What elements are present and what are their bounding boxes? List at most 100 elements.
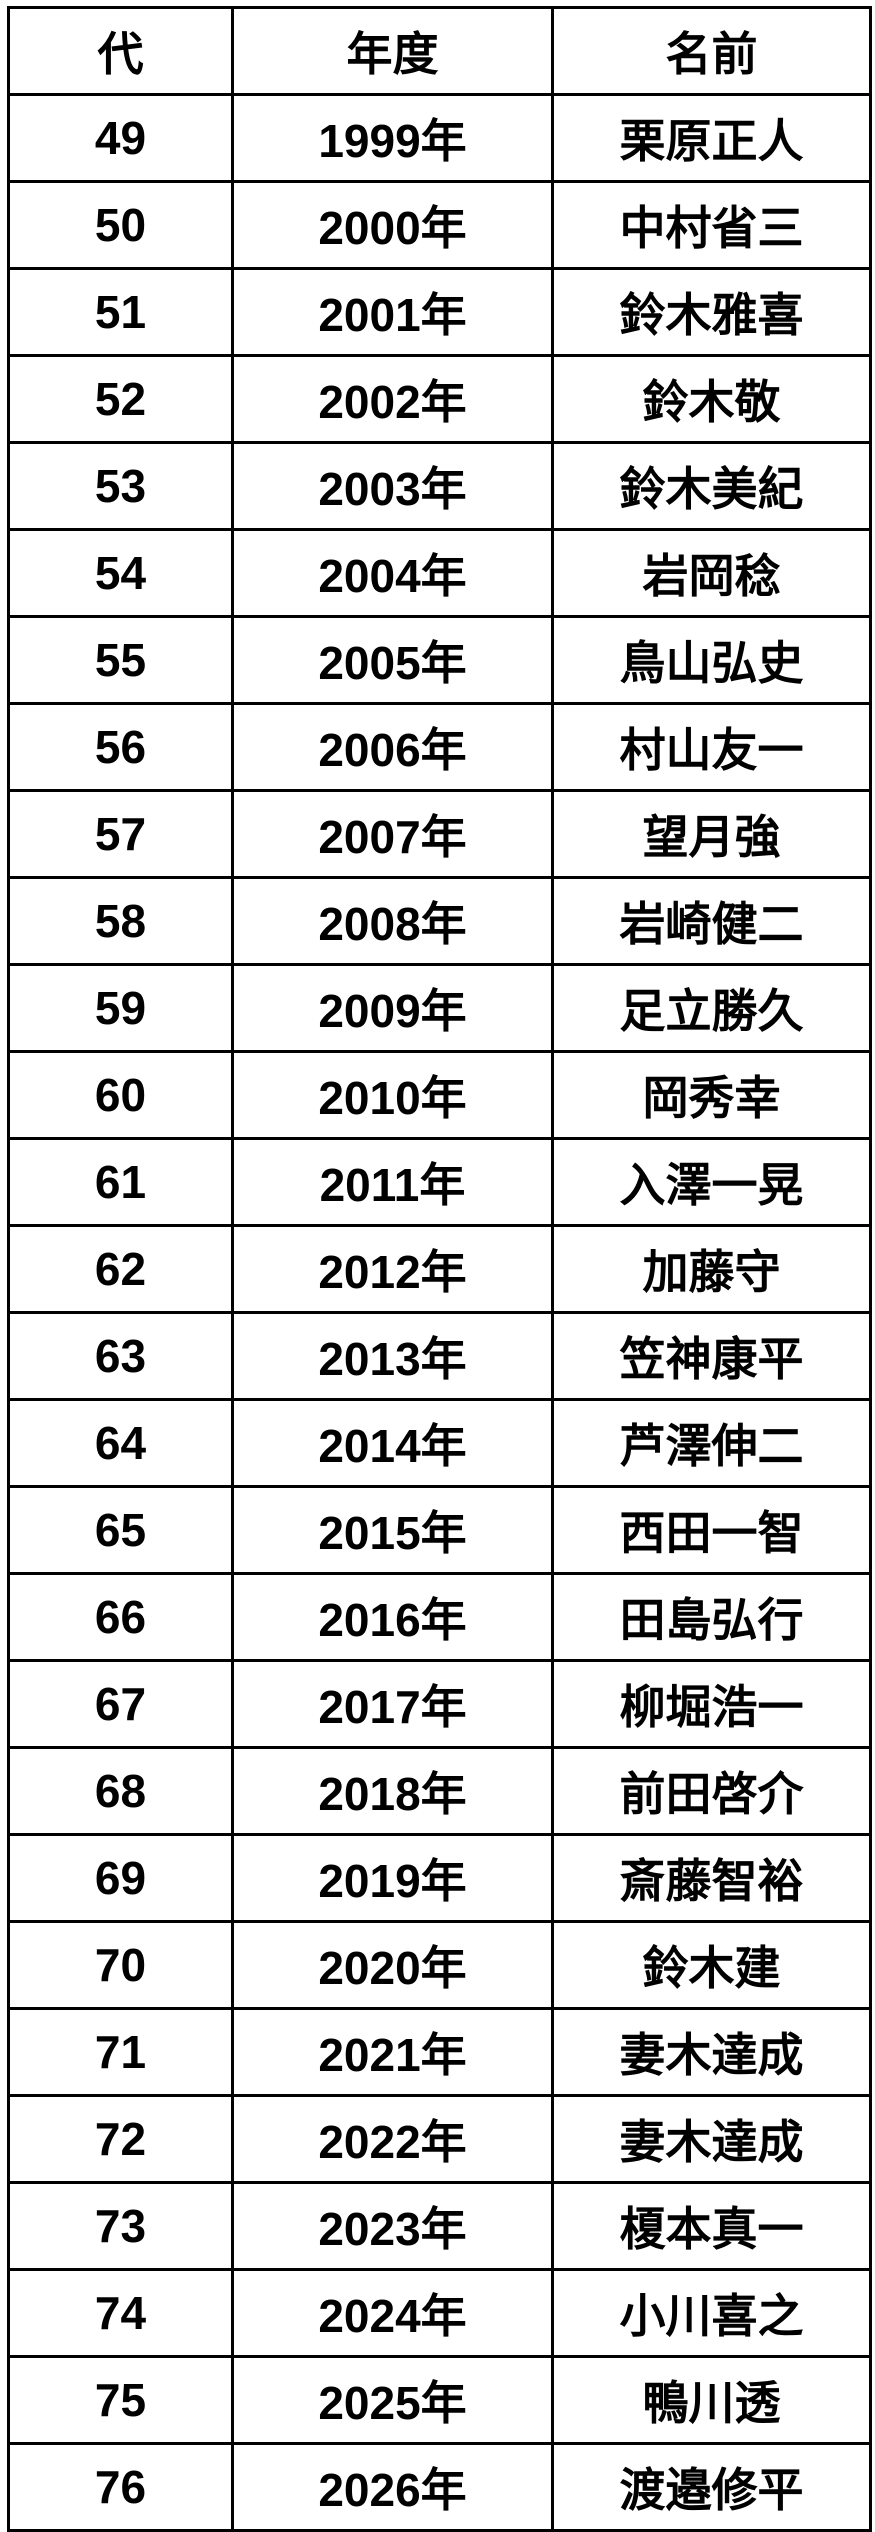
table-row: 71 2021年 妻木達成 <box>7 2007 872 2097</box>
table-row: 68 2018年 前田啓介 <box>7 1746 872 1836</box>
generation-cell: 66 <box>7 1572 234 1662</box>
year-cell: 2009年 <box>231 963 554 1053</box>
generation-cell: 59 <box>7 963 234 1053</box>
name-cell: 鴨川透 <box>551 2355 872 2445</box>
table-row: 72 2022年 妻木達成 <box>7 2094 872 2184</box>
year-cell: 2016年 <box>231 1572 554 1662</box>
name-cell: 笠神康平 <box>551 1311 872 1401</box>
year-cell: 2002年 <box>231 354 554 444</box>
generation-cell: 60 <box>7 1050 234 1140</box>
name-cell: 村山友一 <box>551 702 872 792</box>
table-row: 51 2001年 鈴木雅喜 <box>7 267 872 357</box>
name-cell: 鈴木雅喜 <box>551 267 872 357</box>
header-row: 代 年度 名前 <box>7 6 872 96</box>
table-row: 67 2017年 柳堀浩一 <box>7 1659 872 1749</box>
name-cell: 西田一智 <box>551 1485 872 1575</box>
generation-cell: 52 <box>7 354 234 444</box>
table-row: 59 2009年 足立勝久 <box>7 963 872 1053</box>
name-cell: 加藤守 <box>551 1224 872 1314</box>
generation-cell: 69 <box>7 1833 234 1923</box>
name-cell: 岩崎健二 <box>551 876 872 966</box>
roster-table: 代 年度 名前 49 1999年 栗原正人 50 2000年 中村省三 51 2001年 鈴木雅… <box>7 6 872 2532</box>
year-cell: 2000年 <box>231 180 554 270</box>
year-cell: 2014年 <box>231 1398 554 1488</box>
name-cell: 前田啓介 <box>551 1746 872 1836</box>
generation-cell: 74 <box>7 2268 234 2358</box>
generation-cell: 58 <box>7 876 234 966</box>
generation-cell: 71 <box>7 2007 234 2097</box>
name-cell: 鈴木敬 <box>551 354 872 444</box>
table-row: 76 2026年 渡邉修平 <box>7 2442 872 2532</box>
table-row: 74 2024年 小川喜之 <box>7 2268 872 2358</box>
year-cell: 2008年 <box>231 876 554 966</box>
year-cell: 2017年 <box>231 1659 554 1749</box>
year-cell: 2018年 <box>231 1746 554 1836</box>
year-cell: 2023年 <box>231 2181 554 2271</box>
header-year: 年度 <box>231 6 554 96</box>
name-cell: 小川喜之 <box>551 2268 872 2358</box>
name-cell: 中村省三 <box>551 180 872 270</box>
name-cell: 榎本真一 <box>551 2181 872 2271</box>
name-cell: 岩岡稔 <box>551 528 872 618</box>
name-cell: 妻木達成 <box>551 2007 872 2097</box>
name-cell: 鈴木美紀 <box>551 441 872 531</box>
generation-cell: 72 <box>7 2094 234 2184</box>
generation-cell: 61 <box>7 1137 234 1227</box>
table-row: 50 2000年 中村省三 <box>7 180 872 270</box>
year-cell: 2001年 <box>231 267 554 357</box>
table-row: 65 2015年 西田一智 <box>7 1485 872 1575</box>
generation-cell: 64 <box>7 1398 234 1488</box>
year-cell: 2015年 <box>231 1485 554 1575</box>
table-row: 49 1999年 栗原正人 <box>7 93 872 183</box>
name-cell: 芦澤伸二 <box>551 1398 872 1488</box>
name-cell: 望月強 <box>551 789 872 879</box>
table-row: 69 2019年 斎藤智裕 <box>7 1833 872 1923</box>
name-cell: 斎藤智裕 <box>551 1833 872 1923</box>
table-row: 75 2025年 鴨川透 <box>7 2355 872 2445</box>
table-row: 57 2007年 望月強 <box>7 789 872 879</box>
name-cell: 栗原正人 <box>551 93 872 183</box>
name-cell: 柳堀浩一 <box>551 1659 872 1749</box>
year-cell: 2026年 <box>231 2442 554 2532</box>
table-row: 63 2013年 笠神康平 <box>7 1311 872 1401</box>
generation-cell: 53 <box>7 441 234 531</box>
name-cell: 渡邉修平 <box>551 2442 872 2532</box>
generation-cell: 70 <box>7 1920 234 2010</box>
year-cell: 2007年 <box>231 789 554 879</box>
name-cell: 足立勝久 <box>551 963 872 1053</box>
year-cell: 2019年 <box>231 1833 554 1923</box>
generation-cell: 56 <box>7 702 234 792</box>
generation-cell: 76 <box>7 2442 234 2532</box>
generation-cell: 51 <box>7 267 234 357</box>
year-cell: 2022年 <box>231 2094 554 2184</box>
year-cell: 2010年 <box>231 1050 554 1140</box>
generation-cell: 75 <box>7 2355 234 2445</box>
table-row: 58 2008年 岩崎健二 <box>7 876 872 966</box>
name-cell: 田島弘行 <box>551 1572 872 1662</box>
year-cell: 2013年 <box>231 1311 554 1401</box>
name-cell: 岡秀幸 <box>551 1050 872 1140</box>
table-row: 54 2004年 岩岡稔 <box>7 528 872 618</box>
year-cell: 2020年 <box>231 1920 554 2010</box>
generation-cell: 73 <box>7 2181 234 2271</box>
generation-cell: 57 <box>7 789 234 879</box>
generation-cell: 54 <box>7 528 234 618</box>
year-cell: 2012年 <box>231 1224 554 1314</box>
name-cell: 入澤一晃 <box>551 1137 872 1227</box>
generation-cell: 65 <box>7 1485 234 1575</box>
year-cell: 2011年 <box>231 1137 554 1227</box>
year-cell: 2021年 <box>231 2007 554 2097</box>
table-row: 53 2003年 鈴木美紀 <box>7 441 872 531</box>
generation-cell: 50 <box>7 180 234 270</box>
table-row: 52 2002年 鈴木敬 <box>7 354 872 444</box>
year-cell: 2006年 <box>231 702 554 792</box>
generation-cell: 68 <box>7 1746 234 1836</box>
name-cell: 鈴木建 <box>551 1920 872 2010</box>
table-row: 73 2023年 榎本真一 <box>7 2181 872 2271</box>
table-row: 56 2006年 村山友一 <box>7 702 872 792</box>
year-cell: 1999年 <box>231 93 554 183</box>
table-row: 60 2010年 岡秀幸 <box>7 1050 872 1140</box>
generation-cell: 62 <box>7 1224 234 1314</box>
generation-cell: 63 <box>7 1311 234 1401</box>
header-generation: 代 <box>7 6 234 96</box>
